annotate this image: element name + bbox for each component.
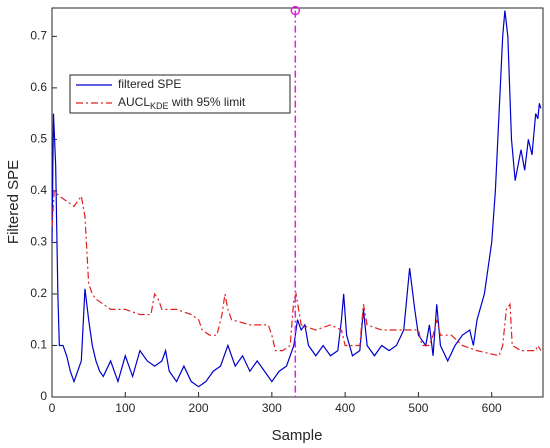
y-axis-label: Filtered SPE [5, 160, 22, 244]
legend-label-base: AUCL [118, 95, 150, 109]
legend-label: AUCLKDE with 95% limit [118, 95, 246, 111]
vertical-line-marker [290, 5, 301, 16]
x-tick-label: 400 [335, 401, 355, 415]
y-tick-label: 0.7 [30, 29, 47, 43]
plot-frame [51, 7, 544, 398]
x-tick-label: 0 [49, 401, 56, 415]
legend-label-sub: KDE [150, 101, 169, 111]
y-tick-label: 0 [40, 389, 47, 403]
x-axis-label: Sample [272, 427, 323, 444]
y-tick-label: 0.2 [30, 286, 47, 300]
y-tick-label: 0.5 [30, 132, 47, 146]
y-tick-label: 0.3 [30, 235, 47, 249]
y-tick-label: 0.4 [30, 183, 47, 197]
x-tick-label: 200 [189, 401, 209, 415]
legend-box [69, 74, 291, 114]
legend-label-rest: with 95% limit [169, 95, 246, 109]
x-tick-label: 600 [482, 401, 502, 415]
series-line [51, 189, 542, 357]
x-tick-label: 300 [262, 401, 282, 415]
y-tick-label: 0.1 [30, 338, 47, 352]
legend-label: filtered SPE [118, 77, 181, 91]
x-tick-label: 500 [408, 401, 428, 415]
x-tick-label: 100 [115, 401, 135, 415]
series-line [51, 10, 542, 388]
y-tick-label: 0.6 [30, 80, 47, 94]
